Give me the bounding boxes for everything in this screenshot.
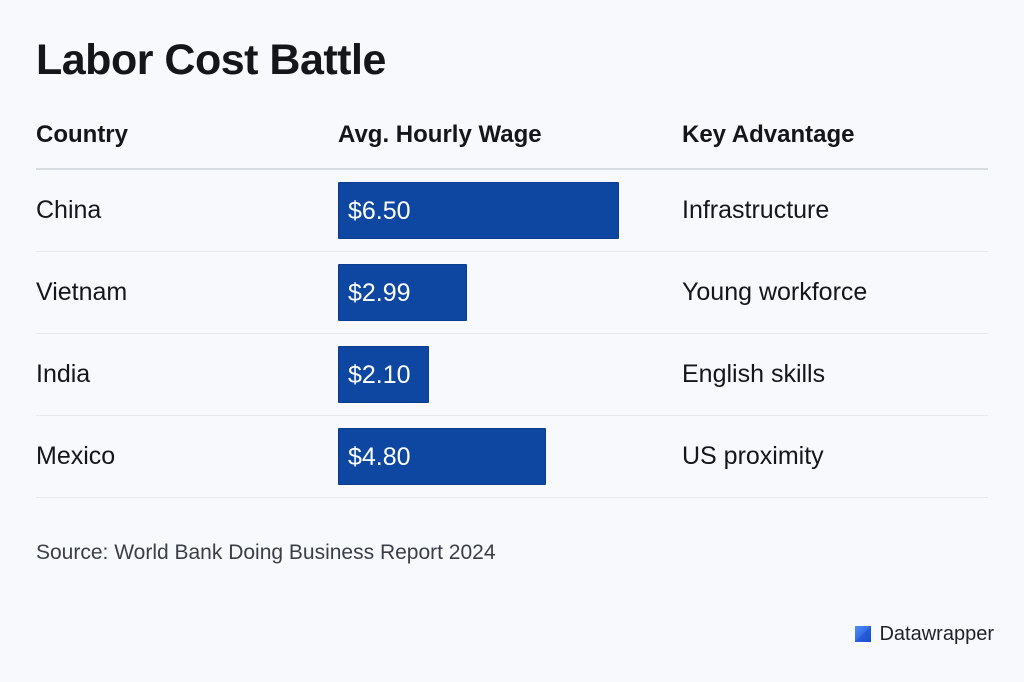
wage-bar: $2.10 [338, 346, 429, 403]
table-header: Country Avg. Hourly Wage Key Advantage [36, 108, 988, 170]
datawrapper-logo-icon [855, 626, 872, 642]
column-header-advantage: Key Advantage [682, 121, 855, 148]
wage-bar-label: $2.99 [348, 279, 411, 307]
table-row: China $6.50 Infrastructure [36, 170, 988, 252]
advantage-cell: Young workforce [682, 278, 868, 306]
wage-bar-label: $6.50 [348, 197, 411, 225]
advantage-cell: Infrastructure [682, 196, 830, 224]
country-cell: Mexico [36, 442, 116, 470]
wage-bar: $4.80 [338, 428, 546, 485]
chart-title: Labor Cost Battle [36, 36, 386, 84]
column-header-country: Country [36, 121, 128, 148]
wage-table: Country Avg. Hourly Wage Key Advantage C… [36, 108, 988, 498]
table-row: Vietnam $2.99 Young workforce [36, 252, 988, 334]
brand-credit[interactable]: Datawrapper [855, 621, 994, 647]
country-cell: China [36, 196, 102, 224]
wage-bar: $6.50 [338, 182, 619, 239]
country-cell: Vietnam [36, 278, 128, 306]
column-header-wage: Avg. Hourly Wage [338, 121, 542, 148]
advantage-cell: US proximity [682, 442, 824, 470]
source-note: Source: World Bank Doing Business Report… [36, 541, 496, 564]
table-row: India $2.10 English skills [36, 334, 988, 416]
advantage-cell: English skills [682, 360, 826, 388]
brand-label: Datawrapper [879, 623, 994, 645]
wage-bar-label: $4.80 [348, 443, 411, 471]
wage-bar: $2.99 [338, 264, 467, 321]
wage-bar-label: $2.10 [348, 361, 411, 389]
table-row: Mexico $4.80 US proximity [36, 416, 988, 498]
country-cell: India [36, 360, 91, 388]
